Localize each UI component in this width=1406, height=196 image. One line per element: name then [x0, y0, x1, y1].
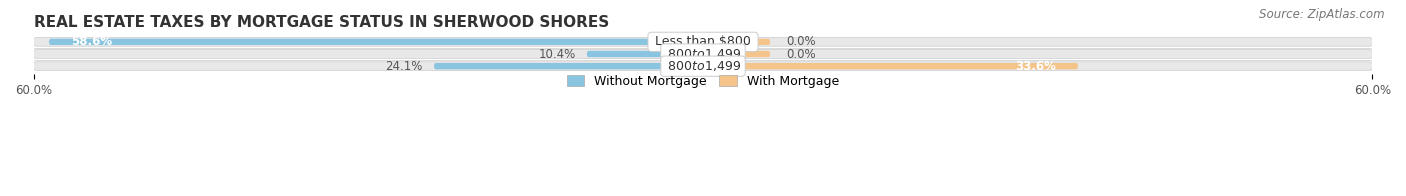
Legend: Without Mortgage, With Mortgage: Without Mortgage, With Mortgage: [562, 70, 844, 93]
Text: Source: ZipAtlas.com: Source: ZipAtlas.com: [1260, 8, 1385, 21]
FancyBboxPatch shape: [703, 39, 770, 45]
Text: 24.1%: 24.1%: [385, 60, 423, 73]
Text: $800 to $1,499: $800 to $1,499: [664, 47, 742, 61]
FancyBboxPatch shape: [34, 62, 1372, 71]
Text: REAL ESTATE TAXES BY MORTGAGE STATUS IN SHERWOOD SHORES: REAL ESTATE TAXES BY MORTGAGE STATUS IN …: [34, 15, 609, 30]
Text: Less than $800: Less than $800: [651, 35, 755, 48]
Text: 33.6%: 33.6%: [1015, 60, 1056, 73]
FancyBboxPatch shape: [586, 51, 703, 57]
FancyBboxPatch shape: [49, 39, 703, 45]
FancyBboxPatch shape: [434, 63, 703, 69]
FancyBboxPatch shape: [34, 37, 1372, 46]
Text: 0.0%: 0.0%: [787, 35, 817, 48]
Text: $800 to $1,499: $800 to $1,499: [664, 59, 742, 73]
FancyBboxPatch shape: [34, 50, 1372, 58]
Text: 0.0%: 0.0%: [787, 47, 817, 61]
FancyBboxPatch shape: [703, 63, 1078, 69]
Text: 10.4%: 10.4%: [538, 47, 576, 61]
FancyBboxPatch shape: [703, 51, 770, 57]
Text: 58.6%: 58.6%: [72, 35, 112, 48]
